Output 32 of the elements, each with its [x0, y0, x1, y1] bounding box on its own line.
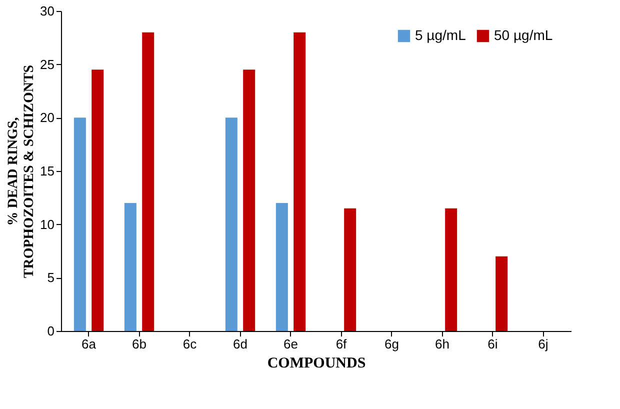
y-axis-title: % DEAD RINGS, TROPHOZOITES & SCHIZONTS: [6, 64, 38, 278]
bar: [225, 118, 238, 331]
bar: [445, 208, 458, 331]
bar: [142, 32, 154, 331]
legend-label: 50 µg/mL: [494, 27, 553, 43]
x-tick-label: 6d: [233, 336, 248, 352]
bar: [124, 203, 136, 331]
x-tick-label: 6j: [538, 336, 548, 352]
bar: [276, 203, 288, 331]
y-tick-label: 10: [40, 216, 54, 232]
y-tick-label: 0: [47, 324, 54, 338]
bar: [344, 208, 356, 331]
legend-label: 5 µg/mL: [415, 27, 466, 43]
x-axis-title: COMPOUNDS: [267, 356, 366, 372]
x-tick-label: 6i: [488, 336, 498, 352]
bar: [294, 32, 306, 331]
bar: [74, 118, 86, 331]
x-tick-label: 6f: [336, 336, 348, 352]
x-tick-label: 6e: [284, 336, 298, 352]
x-tick-label: 6c: [182, 336, 198, 352]
y-tick-label: 20: [40, 110, 54, 126]
x-tick-label: 6a: [82, 336, 97, 352]
y-tick-label: 15: [40, 164, 54, 178]
x-tick-label: 6g: [384, 336, 399, 352]
x-tick-label: 6b: [132, 336, 146, 352]
y-tick-label: 30: [40, 4, 54, 18]
y-tick-label: 5: [47, 270, 54, 286]
bar: [243, 70, 256, 331]
bar: [496, 256, 508, 331]
y-tick-label: 25: [40, 56, 54, 72]
bar: [92, 70, 104, 331]
x-tick-label: 6h: [435, 336, 450, 352]
